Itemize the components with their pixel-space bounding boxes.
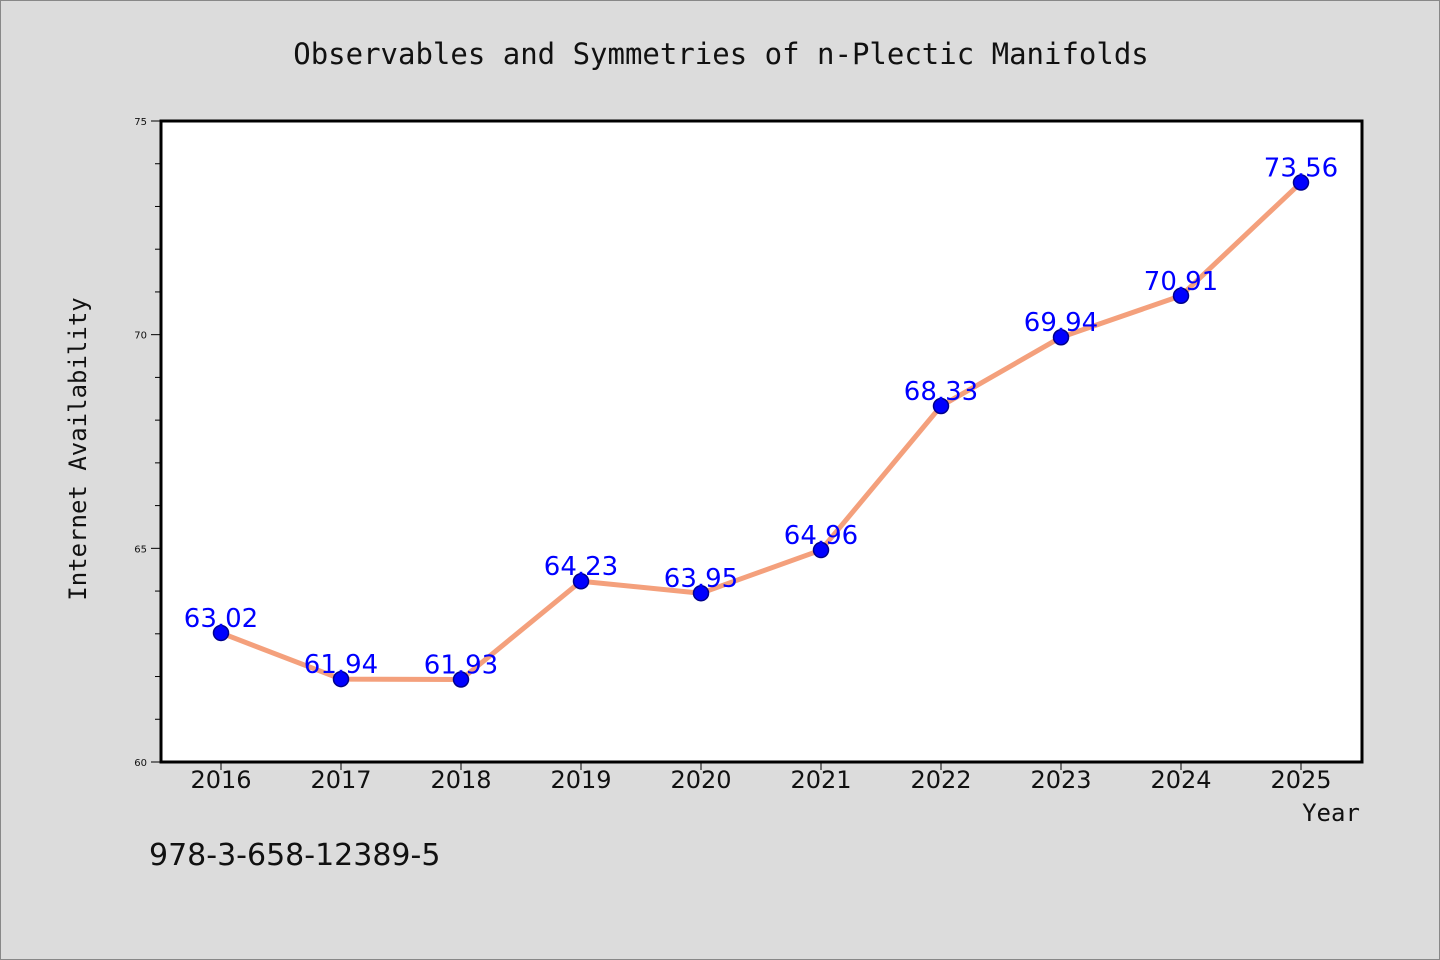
x-axis: 2016 2017 2018 2019 2020 2021 2022 2023 2024 2025 [190, 762, 1332, 794]
x-tick-label: 2025 [1270, 766, 1331, 794]
x-tick-label: 2022 [910, 766, 971, 794]
data-label: 61.94 [304, 650, 378, 680]
x-tick-label: 2019 [550, 766, 611, 794]
x-tick-label: 2017 [310, 766, 371, 794]
y-tick-label: 60 [134, 758, 147, 769]
data-point [1172, 287, 1190, 305]
series-markers [212, 174, 1310, 688]
data-point [1052, 328, 1070, 346]
data-label: 64.23 [544, 552, 618, 582]
data-label: 63.02 [184, 604, 258, 634]
series-line [220, 180, 1303, 683]
y-tick-label: 75 [134, 117, 147, 128]
data-point [212, 624, 230, 642]
x-tick-label: 2016 [190, 766, 251, 794]
data-label: 61.93 [424, 651, 498, 681]
data-point [452, 671, 470, 688]
x-axis-title: Year [1302, 799, 1360, 827]
data-label: 73.56 [1264, 154, 1338, 184]
isbn-annotation: 978-3-658-12389-5 [149, 838, 440, 873]
data-label: 68.33 [904, 377, 978, 407]
y-tick-label: 70 [134, 331, 147, 342]
data-labels: 63.02 61.94 61.93 64.23 63.95 64.96 68.33 69.94… [184, 154, 1338, 681]
x-tick-label: 2018 [430, 766, 491, 794]
x-tick-label: 2021 [790, 766, 851, 794]
data-point [572, 572, 590, 590]
data-label: 64.96 [784, 521, 858, 551]
data-point [932, 397, 950, 415]
x-tick-label: 2024 [1150, 766, 1211, 794]
x-tick-label: 2023 [1030, 766, 1091, 794]
y-axis: 60 65 70 75 [134, 117, 161, 769]
data-point [332, 670, 350, 688]
plot-area [159, 119, 1364, 764]
data-point [692, 584, 710, 602]
y-tick-label: 65 [134, 544, 147, 555]
data-point [812, 541, 830, 559]
y-axis-title: Internet Availability [64, 297, 92, 600]
data-label: 63.95 [664, 564, 738, 594]
data-label: 69.94 [1024, 308, 1098, 338]
data-label: 70.91 [1144, 267, 1218, 297]
data-point [1292, 174, 1310, 191]
x-tick-label: 2020 [670, 766, 731, 794]
chart-title: Observables and Symmetries of n-Plectic … [293, 37, 1149, 71]
